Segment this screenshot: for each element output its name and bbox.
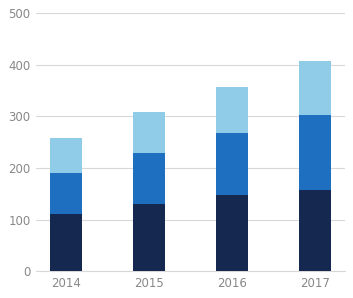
Bar <box>299 115 331 190</box>
Bar <box>299 61 331 115</box>
Bar <box>133 153 165 204</box>
Bar <box>50 138 82 173</box>
Bar <box>299 190 331 271</box>
Bar <box>216 86 248 133</box>
Bar <box>50 173 82 214</box>
Bar <box>133 204 165 271</box>
Bar <box>216 195 248 271</box>
Bar <box>50 214 82 271</box>
Bar <box>133 112 165 153</box>
Bar <box>216 133 248 195</box>
